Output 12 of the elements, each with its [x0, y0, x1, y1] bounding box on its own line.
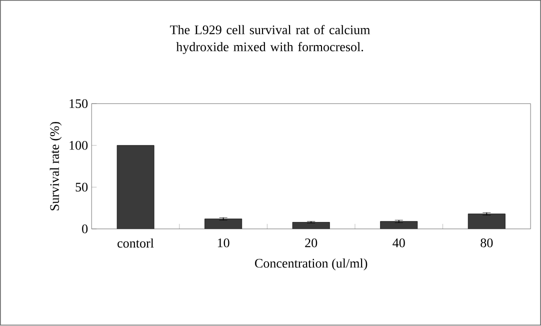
- x-tick-label: 80: [480, 238, 493, 248]
- chart-title: The L929 cell survival rat of calcium hydroxide mixed with formocresol.: [170, 25, 370, 54]
- x-tick-label: contorl: [118, 238, 154, 248]
- y-tick-label: 50: [76, 182, 88, 192]
- y-tick-label: 0: [82, 224, 88, 234]
- y-tick-label: 100: [70, 141, 88, 150]
- y-tick-label: 150: [70, 99, 88, 108]
- x-axis-title: Concentration (ul/ml): [255, 258, 368, 271]
- x-tick-label: 40: [392, 238, 405, 248]
- y-axis-title: Survival rate (%): [50, 122, 62, 210]
- x-tick-label: 20: [305, 238, 318, 248]
- x-tick-label: 10: [218, 238, 230, 248]
